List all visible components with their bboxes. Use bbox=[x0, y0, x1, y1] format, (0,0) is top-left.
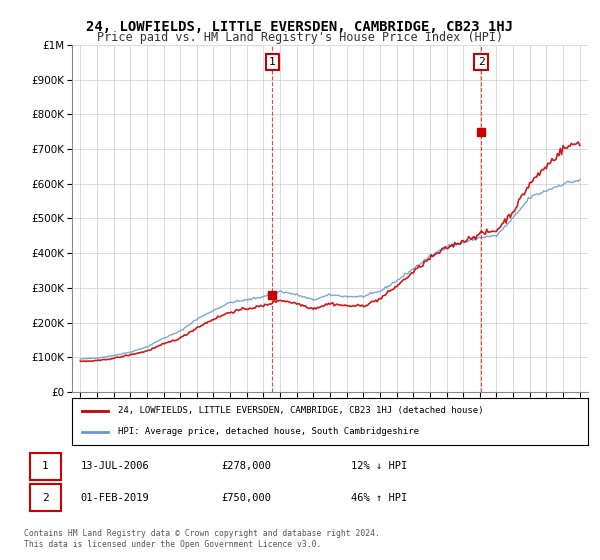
Text: 2: 2 bbox=[42, 493, 49, 503]
Text: 46% ↑ HPI: 46% ↑ HPI bbox=[351, 493, 407, 503]
Text: 24, LOWFIELDS, LITTLE EVERSDEN, CAMBRIDGE, CB23 1HJ (detached house): 24, LOWFIELDS, LITTLE EVERSDEN, CAMBRIDG… bbox=[118, 407, 484, 416]
Text: 12% ↓ HPI: 12% ↓ HPI bbox=[351, 461, 407, 471]
Text: 24, LOWFIELDS, LITTLE EVERSDEN, CAMBRIDGE, CB23 1HJ: 24, LOWFIELDS, LITTLE EVERSDEN, CAMBRIDG… bbox=[86, 20, 514, 34]
Text: 01-FEB-2019: 01-FEB-2019 bbox=[80, 493, 149, 503]
Text: £750,000: £750,000 bbox=[221, 493, 271, 503]
Text: Price paid vs. HM Land Registry's House Price Index (HPI): Price paid vs. HM Land Registry's House … bbox=[97, 31, 503, 44]
Text: 2: 2 bbox=[478, 57, 485, 67]
Text: 1: 1 bbox=[269, 57, 276, 67]
Text: 1: 1 bbox=[42, 461, 49, 471]
Text: £278,000: £278,000 bbox=[221, 461, 271, 471]
FancyBboxPatch shape bbox=[29, 484, 61, 511]
Text: HPI: Average price, detached house, South Cambridgeshire: HPI: Average price, detached house, Sout… bbox=[118, 427, 419, 436]
Text: Contains HM Land Registry data © Crown copyright and database right 2024.
This d: Contains HM Land Registry data © Crown c… bbox=[24, 529, 380, 549]
Text: 13-JUL-2006: 13-JUL-2006 bbox=[80, 461, 149, 471]
FancyBboxPatch shape bbox=[29, 453, 61, 479]
